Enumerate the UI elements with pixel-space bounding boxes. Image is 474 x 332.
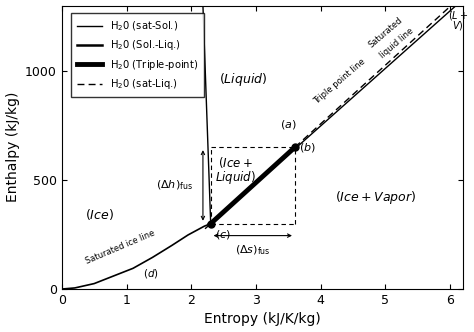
Text: $(\Delta s)_\mathrm{fus}$: $(\Delta s)_\mathrm{fus}$ [235, 243, 271, 257]
Text: Triple point line: Triple point line [313, 57, 368, 106]
Text: $(Liquid)$: $(Liquid)$ [219, 71, 267, 88]
Text: $(Ice + Vapor)$: $(Ice + Vapor)$ [335, 189, 416, 206]
Text: $(c)$: $(c)$ [215, 228, 230, 241]
Text: liquid line: liquid line [379, 26, 416, 60]
Legend: H$_2$0 (sat-Sol.), H$_2$0 (Sol.-Liq.), H$_2$0 (Triple-point), H$_2$0 (sat-Liq.): H$_2$0 (sat-Sol.), H$_2$0 (Sol.-Liq.), H… [71, 13, 204, 98]
Text: $(b)$: $(b)$ [299, 141, 316, 154]
Text: Saturated ice line: Saturated ice line [84, 228, 156, 266]
Text: Saturated: Saturated [367, 15, 404, 49]
Text: $V)$: $V)$ [452, 19, 464, 32]
Text: $(Ice)$: $(Ice)$ [85, 208, 114, 222]
X-axis label: Entropy (kJ/K/kg): Entropy (kJ/K/kg) [204, 312, 321, 326]
Text: $(\Delta h)_\mathrm{fus}$: $(\Delta h)_\mathrm{fus}$ [156, 179, 192, 192]
Text: $Liquid)$: $Liquid)$ [215, 169, 256, 186]
Text: $(Ice +$: $(Ice +$ [218, 155, 253, 170]
Text: $(L+$: $(L+$ [448, 9, 468, 22]
Text: $(a)$: $(a)$ [280, 118, 297, 131]
Y-axis label: Enthalpy (kJ/kg): Enthalpy (kJ/kg) [6, 92, 19, 203]
Text: $(d)$: $(d)$ [143, 267, 159, 280]
